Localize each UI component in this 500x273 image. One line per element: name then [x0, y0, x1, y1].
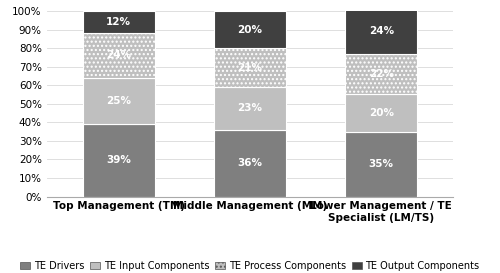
Text: 20%: 20% [368, 108, 394, 118]
Bar [345, 54, 418, 94]
Text: 36%: 36% [238, 158, 262, 168]
Text: 22%: 22% [368, 69, 394, 79]
Bar [82, 124, 155, 197]
Text: 24%: 24% [106, 51, 132, 61]
Bar [82, 78, 155, 124]
Text: 25%: 25% [106, 96, 132, 106]
Text: 12%: 12% [106, 17, 132, 27]
Legend: TE Drivers, TE Input Components, TE Process Components, TE Output Components: TE Drivers, TE Input Components, TE Proc… [16, 257, 483, 273]
Bar [214, 48, 286, 87]
Text: 39%: 39% [106, 155, 131, 165]
Text: 23%: 23% [238, 103, 262, 113]
Text: 21%: 21% [238, 63, 262, 73]
Bar [214, 87, 286, 130]
Bar [214, 130, 286, 197]
Bar [214, 11, 286, 48]
Text: 35%: 35% [368, 159, 394, 169]
Bar [82, 11, 155, 33]
Text: 20%: 20% [238, 25, 262, 34]
Bar [345, 132, 418, 197]
Bar [82, 33, 155, 78]
Bar [345, 94, 418, 132]
Bar [345, 9, 418, 54]
Text: 24%: 24% [368, 26, 394, 36]
